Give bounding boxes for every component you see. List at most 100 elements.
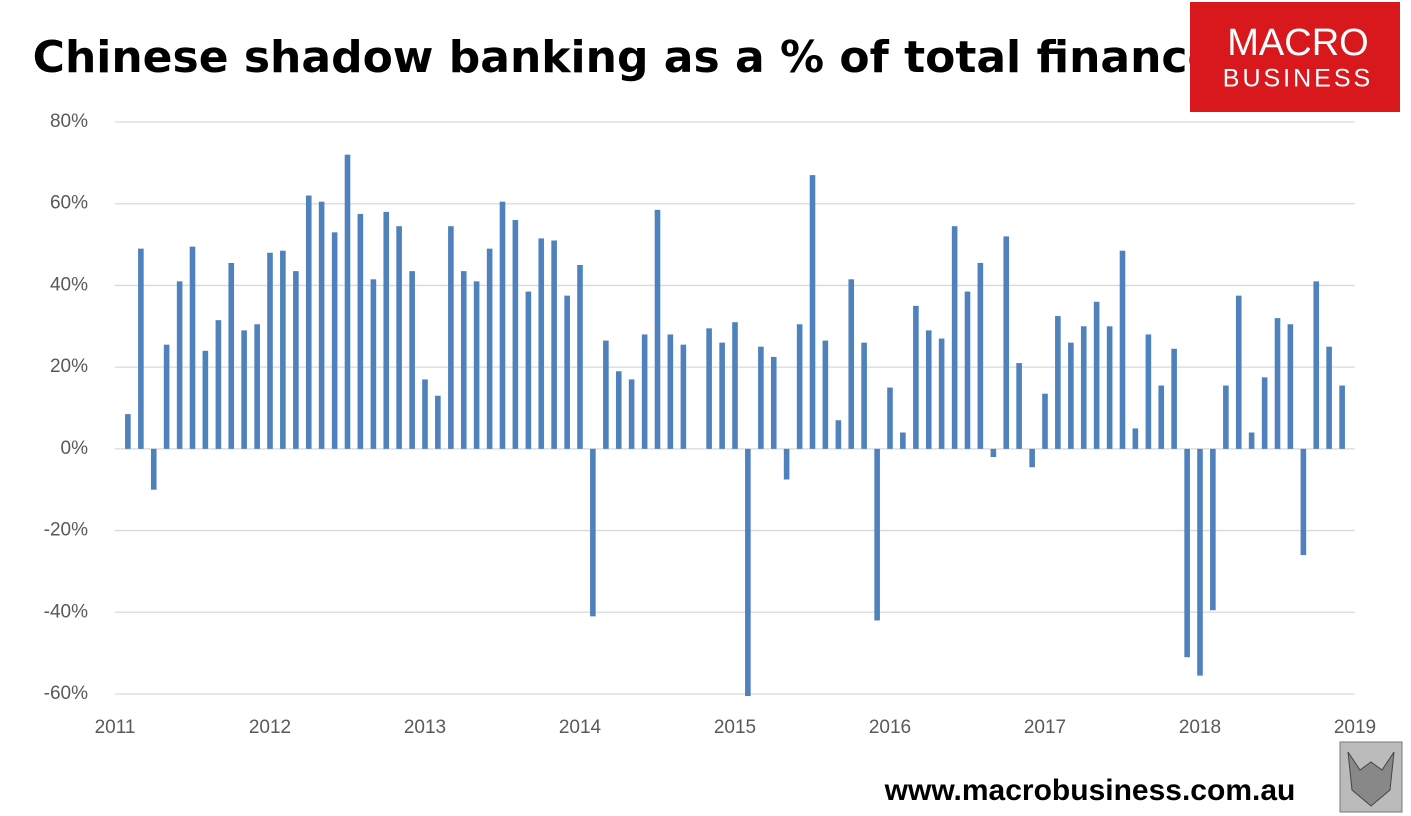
logo-line1: MACRO [1227, 22, 1368, 64]
y-tick-label: -40% [44, 601, 88, 622]
bar [1326, 346, 1332, 449]
bar [499, 201, 506, 449]
x-tick-label: 2016 [869, 717, 911, 738]
bar [796, 324, 803, 449]
bar [448, 226, 454, 449]
bar [770, 356, 777, 449]
bar [1068, 342, 1074, 449]
bar [1300, 448, 1307, 556]
bar [603, 340, 609, 449]
fox-face [1347, 751, 1395, 807]
x-tick-label: 2018 [1179, 717, 1221, 738]
logo-box [1190, 2, 1400, 112]
y-tick-label: 20% [50, 356, 88, 377]
bar [861, 342, 867, 449]
bar [280, 250, 286, 449]
bar [1132, 428, 1139, 449]
bar [551, 240, 557, 449]
bar [422, 379, 428, 449]
bar [938, 338, 945, 449]
bar [486, 248, 493, 449]
bar [1197, 448, 1203, 676]
bar [202, 350, 209, 449]
bar [809, 175, 816, 449]
bar [1339, 385, 1345, 449]
bar [228, 262, 235, 449]
bar [267, 252, 273, 449]
bar [1003, 236, 1010, 449]
bar [138, 248, 144, 449]
y-tick-label: 40% [50, 274, 88, 295]
x-tick-label: 2012 [249, 717, 291, 738]
bar [719, 342, 725, 449]
bar [1287, 324, 1294, 449]
x-tick-label: 2013 [404, 717, 446, 738]
bar [990, 448, 997, 458]
bar [615, 371, 622, 449]
x-tick-label: 2019 [1334, 717, 1376, 738]
bar [590, 448, 596, 617]
bar [293, 271, 299, 449]
bar [925, 330, 932, 449]
bar [1093, 301, 1100, 449]
bar [125, 414, 131, 449]
footer-url: www.macrobusiness.com.au [884, 774, 1296, 807]
bar [163, 344, 170, 449]
bar [1016, 363, 1022, 449]
chart-title: Chinese shadow banking as a % of total f… [33, 32, 1218, 83]
x-tick-label: 2011 [95, 717, 136, 738]
bar [628, 379, 635, 449]
bar [370, 279, 377, 449]
bar [874, 448, 880, 621]
bar [331, 232, 338, 449]
bar [1158, 385, 1165, 449]
bar [1261, 377, 1268, 449]
bar [460, 271, 467, 449]
y-tick-label: 80% [50, 111, 88, 132]
bar [1042, 393, 1048, 449]
bar [473, 281, 480, 449]
bar [512, 220, 519, 449]
bar [525, 291, 532, 449]
bar [900, 432, 906, 449]
bar [1313, 281, 1320, 449]
bar [1223, 385, 1229, 449]
bar [241, 330, 247, 449]
bar [1248, 432, 1255, 449]
bar [848, 279, 855, 449]
bar [758, 346, 764, 449]
bar [383, 211, 390, 449]
bar [215, 320, 222, 449]
bar [564, 295, 570, 449]
y-tick-label: -60% [44, 683, 88, 704]
bar [964, 291, 971, 449]
bar [1274, 318, 1281, 449]
x-tick-label: 2014 [559, 717, 602, 738]
bar [654, 209, 661, 449]
bar [538, 238, 545, 449]
bar [1119, 250, 1126, 449]
bar [318, 201, 325, 449]
bar [1080, 326, 1087, 449]
bar [1029, 448, 1035, 468]
bar [680, 344, 687, 449]
x-tick-label: 2017 [1024, 717, 1066, 738]
y-tick-label: 60% [50, 193, 88, 214]
bar [732, 322, 738, 449]
bar [305, 195, 312, 449]
bar [189, 246, 196, 449]
bar [1055, 316, 1061, 449]
bar [1210, 448, 1216, 611]
bar [254, 324, 260, 449]
bar [1235, 295, 1242, 449]
bar [822, 340, 829, 449]
bar [357, 213, 364, 449]
bar [396, 226, 402, 449]
y-tick-label: -20% [44, 520, 88, 541]
bar [344, 154, 351, 449]
bar [150, 448, 157, 490]
x-tick-label: 2015 [714, 717, 756, 738]
bar [577, 265, 583, 449]
bar [435, 395, 441, 449]
